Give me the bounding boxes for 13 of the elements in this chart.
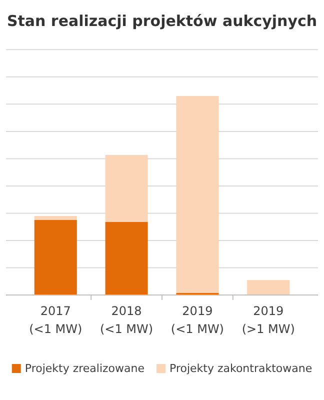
bar [247, 280, 290, 295]
legend-label: Projekty zrealizowane [24, 362, 145, 375]
x-tick-label: 2019 (>1 MW) [242, 304, 295, 336]
x-tick-label: 2019 (<1 MW) [170, 304, 224, 336]
x-tick-label: 2018 (<1 MW) [100, 304, 154, 336]
legend-label: Projekty zakontraktowane [170, 362, 312, 375]
bar [34, 216, 77, 220]
chart-title: Stan realizacji projektów aukcyjnych [6, 12, 318, 30]
bar [176, 96, 219, 294]
bar [105, 222, 148, 295]
x-tick-label: 2017 (<1 MW) [29, 304, 82, 336]
bar [105, 154, 148, 222]
bar [34, 220, 77, 295]
